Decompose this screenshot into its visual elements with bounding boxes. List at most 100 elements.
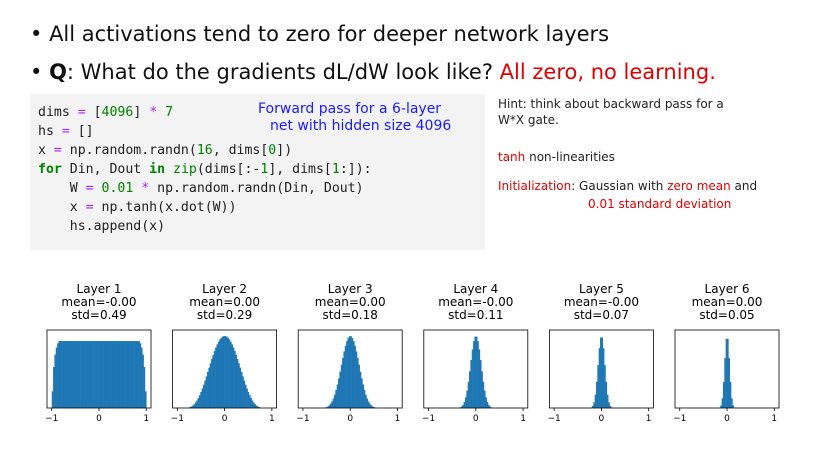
init-note: Initialization: Gaussian with zero mean …: [498, 177, 757, 213]
hist-bar: [73, 341, 75, 408]
hist-bar: [464, 397, 467, 408]
hist-bar: [100, 341, 103, 408]
hist-bar: [371, 406, 374, 408]
hist-bar: [335, 389, 337, 408]
hist-bar: [201, 388, 204, 408]
hist-bar: [234, 351, 236, 408]
highlight: zero mean: [667, 179, 731, 193]
hist-bar: [108, 341, 111, 408]
hist-bar: [605, 381, 608, 408]
hist-bar: [105, 341, 108, 408]
hist-bar: [336, 384, 339, 408]
hist-bar: [729, 382, 732, 408]
hist-bar: [593, 402, 595, 408]
hist-bar: [258, 407, 261, 408]
x-tick-label: 1: [269, 414, 275, 424]
x-tick-label: −1: [673, 414, 686, 424]
hist-bar: [202, 384, 205, 408]
hist-bar: [224, 336, 227, 408]
hist-bar: [250, 398, 252, 408]
hist-bar: [460, 406, 463, 408]
hist-bar: [138, 341, 140, 408]
note-text: : Gaussian with: [571, 179, 668, 193]
bullet: • Q: What do the gradients dL/dW look li…: [30, 60, 716, 84]
hist-bar: [243, 380, 246, 408]
hist-bar: [252, 402, 255, 408]
hist-bar: [720, 405, 722, 408]
hist-bar: [728, 358, 731, 408]
hist-bar: [135, 341, 138, 408]
hist-bar: [251, 400, 254, 408]
hist-bar: [97, 341, 100, 408]
hist-bar: [731, 398, 733, 408]
hist-bar: [732, 405, 735, 408]
x-tick-label: 0: [724, 414, 730, 424]
hist-bar: [227, 337, 229, 408]
hist-bar: [211, 358, 213, 408]
hist-bar: [144, 391, 147, 408]
hist-bar: [58, 341, 61, 408]
layer-mean: mean=-0.00: [61, 295, 136, 309]
layer-std: std=0.05: [699, 308, 754, 322]
hist-bar: [103, 341, 105, 408]
hist-bar: [99, 341, 101, 408]
code-line: hs = []: [38, 124, 94, 139]
hist-bar: [240, 372, 243, 408]
hist-bar: [196, 400, 198, 408]
hist-bar: [462, 404, 464, 408]
hist-bar: [88, 341, 90, 408]
hist-bar: [57, 343, 59, 408]
hist-bar: [69, 341, 71, 408]
hist-bar: [113, 341, 116, 408]
hist-bar: [78, 341, 81, 408]
hist-bar: [67, 341, 70, 408]
code-line: W = 0.01 * np.random.randn(Din, Dout): [38, 181, 364, 196]
x-tick-label: 0: [96, 414, 102, 424]
layer-title: Layer 1: [77, 282, 122, 296]
hist-bar: [220, 337, 223, 408]
hist-bar: [254, 404, 256, 408]
x-tick-label: −1: [45, 414, 58, 424]
bullet-text: : What do the gradients dL/dW look like?: [66, 60, 500, 84]
hist-bar: [373, 407, 375, 408]
hist-bar: [595, 381, 598, 408]
hist-bar: [132, 341, 135, 408]
hist-bar: [190, 406, 193, 408]
layer-std: std=0.49: [71, 308, 126, 322]
hist-bar: [51, 391, 54, 408]
hist-bar: [84, 341, 86, 408]
note-line: net with hidden size 4096: [270, 118, 452, 134]
hist-bar: [139, 343, 142, 408]
hist-bar: [467, 381, 470, 408]
tanh-note: tanh non-linearities: [498, 150, 615, 164]
hist-bar: [327, 406, 329, 408]
x-tick-label: 1: [520, 414, 526, 424]
hist-bar: [198, 395, 201, 408]
hist-bar: [722, 382, 725, 408]
hist-bar: [356, 357, 359, 408]
hist-bar: [209, 363, 212, 408]
hist-bar: [70, 341, 73, 408]
hist-bar: [215, 347, 217, 408]
hist-bar: [477, 341, 479, 408]
hist-bar: [469, 371, 471, 408]
hist-bar: [200, 392, 202, 408]
hist-bar: [124, 341, 127, 408]
layer-mean: mean=0.00: [315, 295, 386, 309]
hist-bar: [348, 336, 351, 408]
layer-std: std=0.11: [448, 308, 503, 322]
hist-bar: [93, 341, 96, 408]
layer-std: std=0.07: [574, 308, 629, 322]
highlight: tanh: [498, 150, 526, 164]
hist-bar: [131, 341, 134, 408]
hist-bar: [331, 401, 333, 408]
code-note: Forward pass for a 6-layer net with hidde…: [258, 101, 451, 135]
hist-bar: [351, 337, 354, 408]
hist-bar: [601, 337, 604, 408]
hist-bar: [63, 341, 66, 408]
code-line: x = np.tanh(x.dot(W)): [38, 200, 237, 215]
hist-bar: [470, 360, 473, 408]
hist-bar: [600, 337, 602, 408]
hist-bar: [127, 341, 130, 408]
hist-bar: [85, 341, 88, 408]
